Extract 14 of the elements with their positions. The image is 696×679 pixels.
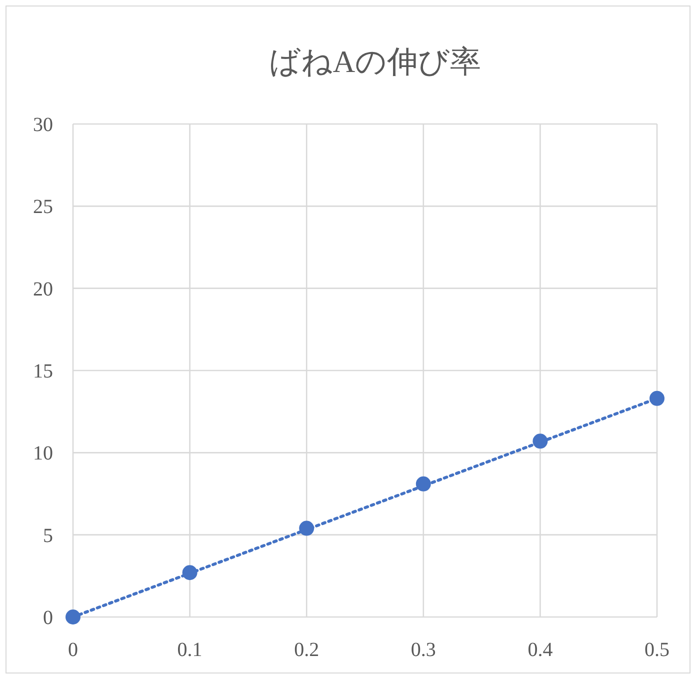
y-tick-label: 20: [33, 278, 53, 300]
x-tick-label: 0.5: [644, 639, 670, 661]
x-tick-label: 0: [68, 639, 78, 661]
x-tick-label: 0.3: [410, 639, 436, 661]
x-tick-label: 0.2: [294, 639, 320, 661]
y-tick-label: 0: [43, 607, 53, 629]
y-tick-label: 15: [33, 360, 53, 382]
y-tick-label: 30: [33, 114, 53, 136]
x-tick-label: 0.1: [177, 639, 202, 661]
chart-title: ばねAの伸び率: [268, 44, 482, 79]
y-tick-label: 5: [43, 524, 53, 547]
x-tick-label: 0.4: [528, 639, 553, 661]
y-tick-label: 10: [33, 442, 53, 465]
y-tick-label: 25: [33, 196, 53, 218]
